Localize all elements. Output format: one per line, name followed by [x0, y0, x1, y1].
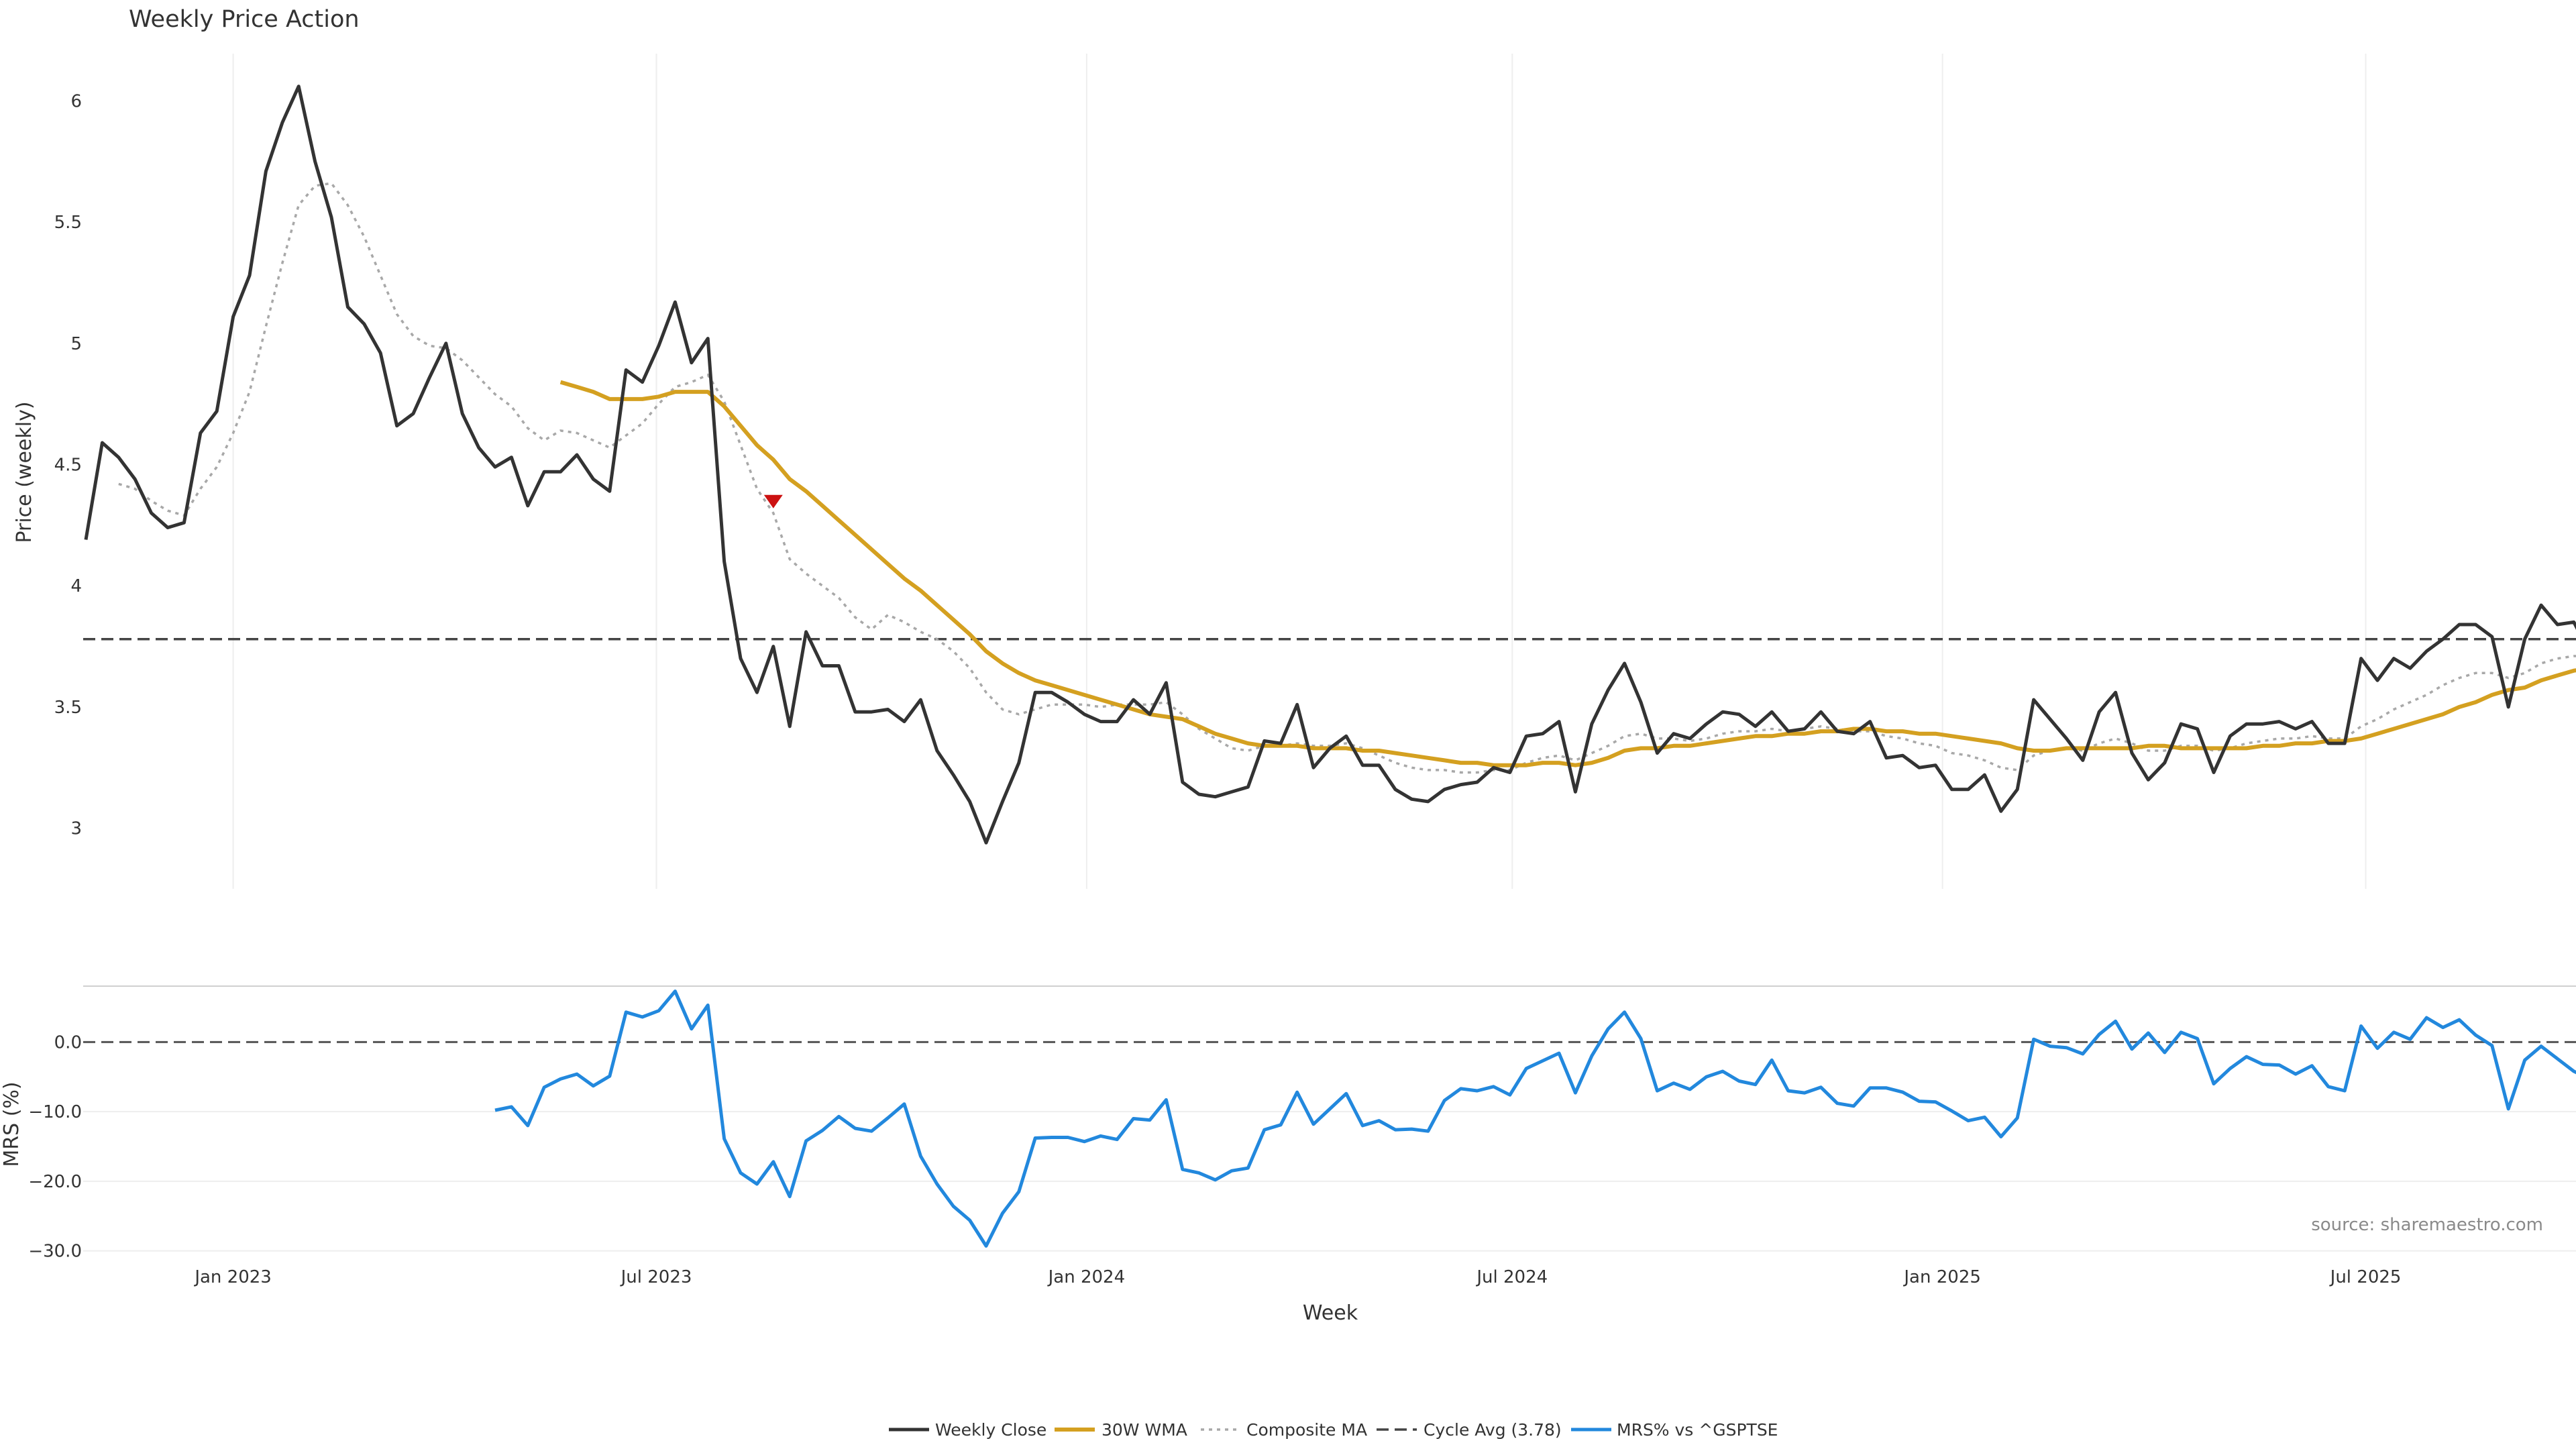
composite-ma-line	[118, 182, 2576, 774]
x-tick-label: Jan 2024	[1047, 1267, 1126, 1287]
legend-label-composite: Composite MA	[1246, 1420, 1367, 1440]
price-y-ticks: 3 3.5 4 4.5 5 5.5 6	[54, 91, 82, 839]
price-y-axis-label: Price (weekly)	[13, 401, 36, 543]
price-y-tick-label: 3	[70, 819, 82, 839]
price-y-tick-label: 4.5	[54, 455, 82, 476]
wma-30w-line	[559, 380, 2576, 767]
price-y-tick-label: 4	[70, 576, 82, 596]
x-tick-label: Jul 2023	[620, 1267, 692, 1287]
sell-signal-marker	[763, 494, 783, 508]
mrs-y-ticks: 0.0 −10.0 −20.0 −30.0	[28, 1032, 82, 1261]
legend: Weekly Close 30W WMA Composite MA Cycle …	[889, 1420, 1778, 1440]
mrs-y-axis-label: MRS (%)	[0, 1081, 23, 1167]
legend-item-weekly-close: Weekly Close	[889, 1420, 1046, 1440]
mrs-y-tick-label: 0.0	[54, 1032, 82, 1053]
x-ticks: Jan 2023 Jul 2023 Jan 2024 Jul 2024 Jan 2025…	[193, 1267, 2401, 1287]
legend-item-wma: 30W WMA	[1055, 1420, 1187, 1440]
legend-label-weekly-close: Weekly Close	[935, 1420, 1046, 1440]
source-label: source: sharemaestro.com	[2311, 1215, 2543, 1235]
x-tick-label: Jul 2024	[1475, 1267, 1548, 1287]
chart-title: Weekly Price Action	[129, 6, 360, 33]
price-y-tick-label: 3.5	[54, 698, 82, 718]
legend-label-wma: 30W WMA	[1102, 1420, 1187, 1440]
x-tick-label: Jan 2025	[1902, 1267, 1981, 1287]
x-tick-label: Jan 2023	[193, 1267, 272, 1287]
legend-item-composite: Composite MA	[1201, 1420, 1367, 1440]
mrs-y-tick-label: −20.0	[28, 1172, 82, 1192]
price-y-tick-label: 5.5	[54, 213, 82, 233]
x-tick-label: Jul 2025	[2329, 1267, 2402, 1287]
legend-item-mrs: MRS% vs ^GSPTSE	[1571, 1420, 1778, 1440]
mrs-y-tick-label: −30.0	[28, 1242, 82, 1262]
legend-item-cycle-avg: Cycle Avg (3.78)	[1377, 1420, 1562, 1440]
mrs-grid	[83, 1111, 2576, 1252]
mrs-y-tick-label: −10.0	[28, 1102, 82, 1122]
price-grid	[232, 54, 2367, 889]
price-y-tick-label: 5	[70, 334, 82, 354]
legend-label-mrs: MRS% vs ^GSPTSE	[1617, 1420, 1778, 1440]
mrs-line	[494, 989, 2576, 1248]
legend-label-cycle-avg: Cycle Avg (3.78)	[1424, 1420, 1562, 1440]
price-y-tick-label: 6	[70, 91, 82, 111]
weekly-close-line	[84, 85, 2576, 845]
x-axis-label: Week	[1303, 1301, 1358, 1325]
